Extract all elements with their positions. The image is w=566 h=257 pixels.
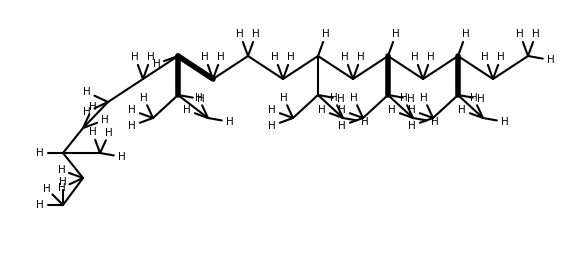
Text: H: H: [152, 59, 160, 69]
Text: H: H: [481, 52, 489, 62]
Text: H: H: [118, 152, 126, 162]
Text: H: H: [338, 121, 346, 131]
Text: H: H: [319, 105, 326, 115]
Text: H: H: [357, 52, 365, 62]
Text: H: H: [470, 93, 478, 103]
Text: H: H: [400, 93, 408, 103]
Text: H: H: [252, 29, 260, 39]
Text: H: H: [341, 52, 349, 62]
Text: H: H: [337, 94, 345, 104]
Text: H: H: [501, 117, 508, 127]
Text: H: H: [183, 105, 191, 115]
Text: H: H: [217, 52, 225, 62]
Text: H: H: [388, 105, 396, 115]
Text: H: H: [427, 52, 435, 62]
Text: H: H: [420, 93, 427, 103]
Text: H: H: [431, 117, 439, 127]
Text: H: H: [268, 105, 276, 115]
Text: H: H: [105, 128, 113, 138]
Text: H: H: [350, 93, 358, 103]
Text: H: H: [128, 121, 136, 131]
Text: H: H: [271, 52, 279, 62]
Text: H: H: [195, 93, 203, 103]
Text: H: H: [140, 93, 148, 103]
Text: H: H: [226, 117, 234, 127]
Text: H: H: [516, 29, 524, 39]
Text: H: H: [83, 107, 91, 117]
Text: H: H: [338, 105, 346, 115]
Text: H: H: [409, 121, 416, 131]
Text: H: H: [59, 177, 67, 187]
Text: H: H: [458, 105, 466, 115]
Text: H: H: [197, 94, 204, 104]
Text: H: H: [147, 52, 155, 62]
Text: H: H: [322, 29, 330, 39]
Text: H: H: [547, 55, 555, 65]
Text: H: H: [411, 52, 419, 62]
Text: H: H: [280, 93, 288, 103]
Text: H: H: [409, 105, 416, 115]
Text: H: H: [287, 52, 295, 62]
Text: H: H: [36, 148, 44, 158]
Text: H: H: [532, 29, 540, 39]
Text: H: H: [89, 102, 97, 112]
Text: H: H: [128, 105, 136, 115]
Text: H: H: [58, 183, 66, 193]
Text: H: H: [236, 29, 244, 39]
Text: H: H: [392, 29, 400, 39]
Text: H: H: [58, 165, 65, 175]
Text: H: H: [89, 127, 96, 137]
Text: H: H: [268, 121, 276, 131]
Text: H: H: [201, 52, 209, 62]
Text: H: H: [361, 117, 368, 127]
Text: H: H: [407, 94, 414, 104]
Text: H: H: [43, 184, 50, 194]
Text: H: H: [83, 87, 91, 97]
Text: H: H: [131, 52, 139, 62]
Text: H: H: [497, 52, 505, 62]
Text: H: H: [101, 115, 109, 125]
Text: H: H: [462, 29, 470, 39]
Text: H: H: [330, 93, 337, 103]
Text: H: H: [477, 94, 484, 104]
Text: H: H: [36, 200, 44, 210]
